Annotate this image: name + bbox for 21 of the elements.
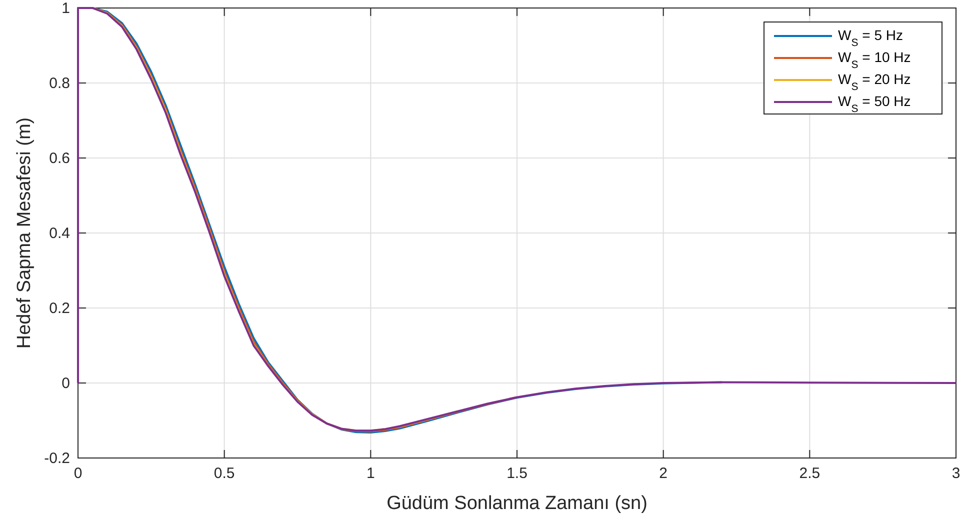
y-tick-label: 0.4 (49, 225, 70, 242)
legend-label: W$_{S}$ = 20 Hz (838, 71, 911, 93)
x-tick-label: 0.5 (214, 465, 235, 482)
y-tick-label: 0.6 (49, 150, 70, 167)
line-series (77, 7, 957, 432)
y-tick-label: 0.2 (49, 300, 70, 317)
y-tick-label: 1 (62, 0, 70, 17)
x-tick-label: 3 (952, 465, 960, 482)
x-axis-title: Güdüm Sonlanma Zamanı (sn) (386, 493, 648, 514)
y-tick-label: -0.2 (44, 450, 70, 467)
x-tick-label: 1.5 (506, 465, 528, 482)
x-tick-label: 2.5 (799, 465, 820, 482)
legend-label: W$_{S}$ = 50 Hz (838, 93, 911, 115)
legend-label: W$_{S}$ = 5 Hz (838, 27, 903, 49)
x-tick-label: 0 (74, 465, 82, 482)
y-tick-label: 0 (62, 375, 70, 392)
y-axis-title: Hedef Sapma Mesafesi (m) (14, 117, 35, 349)
legend-label: W$_{S}$ = 10 Hz (838, 49, 911, 71)
x-tick-label: 1 (366, 465, 375, 482)
y-tick-label: 0.8 (49, 75, 70, 92)
x-tick-label: 2 (659, 465, 668, 482)
